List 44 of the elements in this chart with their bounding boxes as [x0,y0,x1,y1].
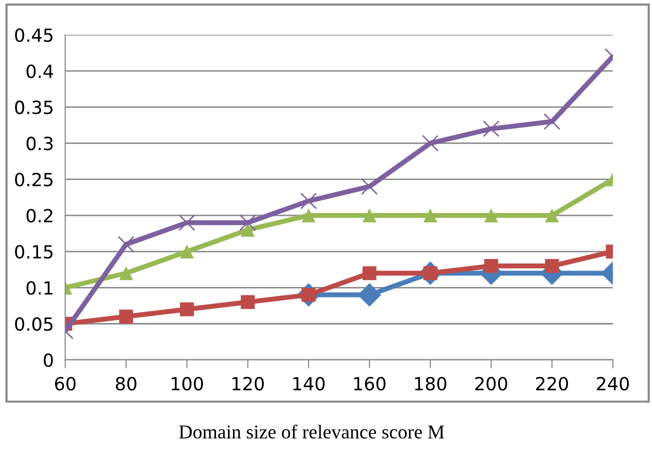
point [178,214,196,231]
x-tick-label: 120 [232,376,264,390]
point [300,192,317,210]
y-tick-label: 0.3 [26,136,53,150]
x-tick-label: 160 [354,376,386,390]
point [545,208,559,222]
point [362,208,376,222]
point [119,266,134,280]
x-axis-title: Domain size of relevance score M [179,424,444,439]
point [302,208,316,222]
x-tick-label: 240 [596,376,629,390]
point [119,310,134,324]
point [482,120,500,138]
point [362,266,376,280]
x-tick-label: 60 [55,376,76,390]
point [358,283,382,307]
x-tick-label: 200 [475,376,508,390]
point [118,236,134,253]
point [361,178,378,195]
x-tick-label: 80 [116,376,136,390]
y-tick-label: 0.2 [26,208,52,223]
point [423,208,438,222]
point [240,222,255,237]
point [422,134,439,152]
y-tick-label: 0.25 [15,172,53,186]
point [180,302,194,316]
y-tick-label: 0.15 [15,244,53,259]
x-tick-label: 100 [172,376,203,390]
x-tick-label: 180 [415,376,446,390]
point [484,208,498,222]
y-tick-label: 0.1 [26,281,52,295]
point [180,244,194,258]
y-tick-label: 0.45 [15,28,53,42]
x-tick-label: 140 [293,376,325,390]
y-tick-label: 0.35 [15,100,53,114]
point [545,259,559,273]
point [239,214,256,231]
x-tick-label: 220 [536,376,568,390]
y-tick-label: 0.05 [15,317,53,331]
y-tick-label: 0 [44,353,53,367]
point [484,259,498,273]
point [544,113,560,130]
point [240,295,255,310]
y-tick-label: 0.4 [26,64,54,78]
